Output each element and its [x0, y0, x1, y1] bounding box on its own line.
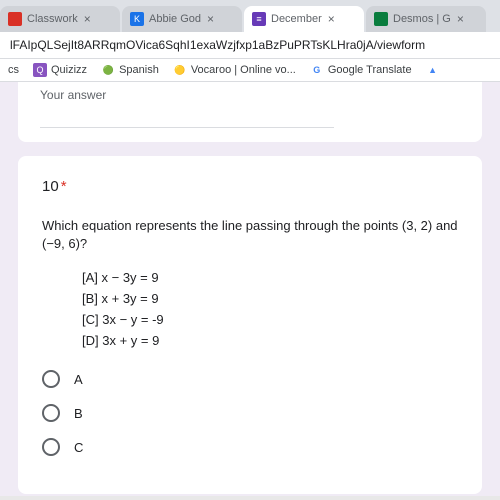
bookmarks-bar: cs Q Quizizz 🟢 Spanish 🟡 Vocaroo | Onlin…: [0, 59, 500, 82]
tab-label: December: [271, 13, 322, 25]
radio-label: C: [74, 440, 83, 455]
browser-tabs: Classwork × K Abbie God × ≡ December × D…: [0, 0, 500, 32]
question-card: 10* Which equation represents the line p…: [18, 156, 482, 494]
bookmark-translate[interactable]: G Google Translate: [310, 63, 412, 77]
bookmark-spanish[interactable]: 🟢 Spanish: [101, 63, 159, 77]
choice-b: [B] x + 3y = 9: [82, 291, 458, 306]
close-icon[interactable]: ×: [328, 12, 335, 26]
tab-classwork[interactable]: Classwork ×: [0, 6, 120, 32]
previous-answer-card: Your answer: [18, 82, 482, 142]
radio-option-b[interactable]: B: [42, 404, 458, 422]
site-icon: K: [130, 12, 144, 26]
close-icon[interactable]: ×: [84, 12, 91, 26]
radio-option-c[interactable]: C: [42, 438, 458, 456]
radio-circle-icon: [42, 370, 60, 388]
page-content: Your answer 10* Which equation represent…: [0, 82, 500, 496]
radio-circle-icon: [42, 404, 60, 422]
bookmark-label: Google Translate: [328, 64, 412, 76]
bookmark-cs[interactable]: cs: [8, 64, 19, 76]
google-icon: G: [310, 63, 324, 77]
close-icon[interactable]: ×: [457, 12, 464, 26]
tab-desmos[interactable]: Desmos | G ×: [366, 6, 486, 32]
bookmark-label: Vocaroo | Online vo...: [191, 64, 296, 76]
drive-icon: ▲: [426, 63, 440, 77]
choice-a: [A] x − 3y = 9: [82, 270, 458, 285]
question-text: Which equation represents the line passi…: [42, 217, 458, 252]
bookmark-label: Quizizz: [51, 64, 87, 76]
vocaroo-icon: 🟡: [173, 63, 187, 77]
bookmark-drive[interactable]: ▲: [426, 63, 440, 77]
spanish-icon: 🟢: [101, 63, 115, 77]
classroom-icon: [8, 12, 22, 26]
choice-d: [D] 3x + y = 9: [82, 333, 458, 348]
close-icon[interactable]: ×: [207, 12, 214, 26]
desmos-icon: [374, 12, 388, 26]
tab-label: Classwork: [27, 13, 78, 25]
tab-december[interactable]: ≡ December ×: [244, 6, 364, 32]
answer-input[interactable]: [40, 104, 334, 128]
bookmark-label: cs: [8, 64, 19, 76]
answer-label: Your answer: [40, 82, 460, 104]
radio-circle-icon: [42, 438, 60, 456]
radio-label: B: [74, 406, 83, 421]
radio-option-a[interactable]: A: [42, 370, 458, 388]
url-bar[interactable]: lFAIpQLSejIt8ARRqmOVica6SqhI1exaWzjfxp1a…: [0, 32, 500, 59]
tab-label: Desmos | G: [393, 13, 451, 25]
bookmark-quizizz[interactable]: Q Quizizz: [33, 63, 87, 77]
radio-label: A: [74, 372, 83, 387]
quizizz-icon: Q: [33, 63, 47, 77]
bookmark-label: Spanish: [119, 64, 159, 76]
forms-icon: ≡: [252, 12, 266, 26]
required-asterisk: *: [61, 178, 67, 195]
question-choices: [A] x − 3y = 9 [B] x + 3y = 9 [C] 3x − y…: [82, 270, 458, 348]
bookmark-vocaroo[interactable]: 🟡 Vocaroo | Online vo...: [173, 63, 296, 77]
question-number-text: 10: [42, 178, 59, 195]
tab-abbie[interactable]: K Abbie God ×: [122, 6, 242, 32]
choice-c: [C] 3x − y = -9: [82, 312, 458, 327]
tab-label: Abbie God: [149, 13, 201, 25]
question-number: 10*: [42, 178, 458, 195]
